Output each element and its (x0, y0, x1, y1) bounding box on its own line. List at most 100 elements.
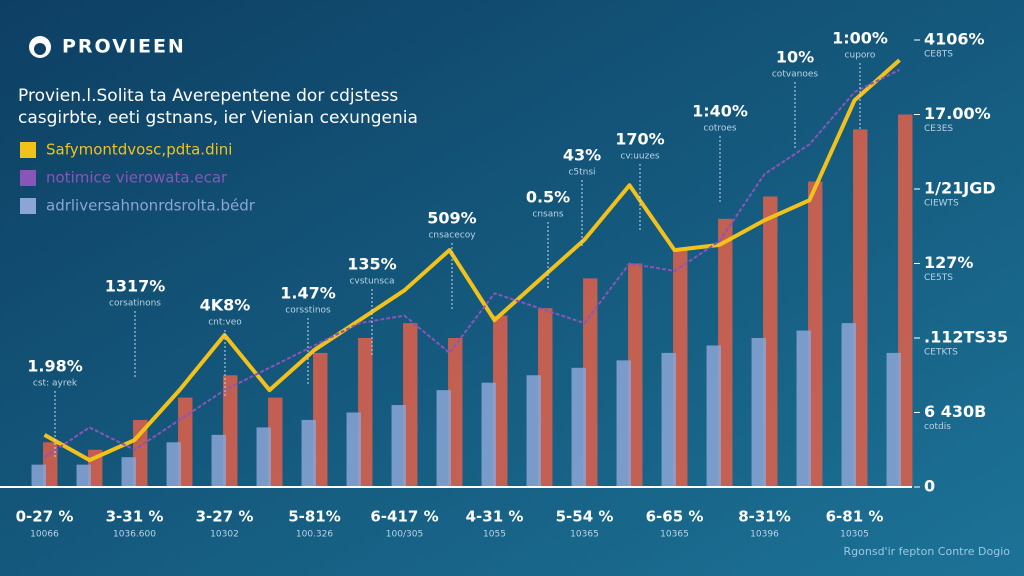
bar (403, 323, 418, 487)
x-tick-label: 3-27 % (196, 508, 254, 526)
x-tick-sublabel: 1036.600 (113, 530, 156, 540)
legend-swatch (20, 170, 36, 186)
annotation-note: c5tnsi (568, 168, 595, 178)
bar (391, 405, 406, 487)
bar (718, 218, 733, 488)
legend-swatch (20, 198, 36, 214)
bar (706, 345, 721, 487)
y-tick-label: .112TS35 (924, 328, 1008, 347)
bar (571, 367, 586, 487)
x-tick-label: 8-31% (738, 508, 791, 526)
bar (178, 397, 193, 487)
bar (751, 338, 766, 487)
x-tick-label: 0-27 % (16, 508, 74, 526)
footer: Rgonsd'ir fepton Contre Dogio (844, 545, 1011, 558)
x-tick-label: 3-31 % (106, 508, 164, 526)
annotation-note: cotroes (703, 124, 737, 134)
bar (616, 360, 631, 487)
bar (256, 427, 271, 487)
annotation: 10% (776, 48, 814, 67)
bar (886, 352, 901, 487)
annotation: 4K8% (200, 296, 251, 315)
y-tick-sublabel: CE3ES (924, 124, 953, 134)
x-tick-sublabel: 10066 (30, 530, 59, 540)
logo-face (34, 43, 46, 55)
annotation: 43% (563, 146, 601, 165)
y-tick-sublabel: cotdis (924, 422, 951, 432)
bar (121, 457, 136, 487)
line (43, 68, 900, 459)
annotation-note: cv:uuzes (620, 152, 659, 162)
annotation-note: cst: ayrek (33, 379, 78, 389)
annotation-note: corsstinos (285, 306, 331, 316)
legend-label: notimice vierowata.ecar (46, 169, 228, 187)
legend-label: adrliversahnonrdsrolta.bédr (46, 197, 256, 215)
bar (166, 442, 181, 487)
annotation: 1:40% (692, 102, 748, 121)
y-tick-label: 4106% (924, 30, 985, 49)
bar (808, 181, 823, 488)
subtitle: Provien.l.Solita ta Averepentene dor cdj… (18, 86, 398, 106)
bar (673, 248, 688, 487)
y-tick-sublabel: CE5TS (924, 273, 953, 283)
bar (313, 352, 328, 487)
x-tick-label: 5-81% (288, 508, 341, 526)
bar (628, 263, 643, 487)
x-tick-sublabel: 10365 (570, 530, 599, 540)
y-tick-sublabel: CETKTS (924, 348, 958, 358)
y-tick-label: 0 (924, 477, 935, 496)
bar (76, 464, 91, 487)
annotation-note: cnsans (532, 210, 564, 220)
bar (796, 330, 811, 487)
y-tick-label: 127% (924, 253, 973, 272)
legend-swatch (20, 142, 36, 158)
bar (31, 464, 46, 487)
line (43, 58, 901, 463)
bar (538, 308, 553, 487)
bar (43, 442, 58, 487)
bar (526, 375, 541, 487)
bar (661, 352, 676, 487)
annotation-note: corsatinons (109, 299, 161, 309)
bar (898, 114, 913, 487)
annotation: 1.98% (27, 357, 83, 376)
bar (358, 338, 373, 487)
annotation: 170% (615, 130, 664, 149)
bar (493, 315, 508, 487)
bar (301, 419, 316, 487)
x-tick-sublabel: 10365 (660, 530, 689, 540)
x-tick-label: 5-54 % (556, 508, 614, 526)
x-tick-sublabel: 100/305 (386, 530, 423, 540)
annotation-note: cotvanoes (772, 70, 819, 80)
subtitle: casgirbte, eeti gstnans, ier Vienian cex… (18, 108, 418, 128)
chart-title: PROVIEEN (62, 36, 186, 58)
x-tick-label: 6-65 % (646, 508, 704, 526)
bar (448, 338, 463, 487)
x-tick-sublabel: 10396 (750, 530, 779, 540)
bar (853, 129, 868, 487)
annotation-note: cuporo (845, 51, 876, 61)
annotation: 0.5% (526, 188, 570, 207)
bar (436, 390, 451, 487)
x-tick-sublabel: 1055 (483, 530, 506, 540)
annotation: 135% (347, 255, 396, 274)
annotation-note: cnsacecoy (428, 231, 476, 241)
bar (346, 412, 361, 487)
annotation: 1:00% (832, 29, 888, 48)
bar (841, 323, 856, 487)
x-tick-label: 6-81 % (826, 508, 884, 526)
bar (481, 382, 496, 487)
annotation-note: cvstunsca (349, 277, 394, 287)
bar (211, 434, 226, 487)
y-tick-label: 6 430B (924, 402, 986, 421)
y-tick-label: 17.00% (924, 104, 991, 123)
annotation: 1.47% (280, 284, 336, 303)
y-tick-label: 1/21JGD (924, 179, 996, 198)
bar (583, 278, 598, 487)
x-tick-sublabel: 10302 (210, 530, 239, 540)
legend-label: Safymontdvosc,pdta.dini (46, 141, 232, 159)
annotation: 509% (427, 209, 476, 228)
annotation: 1317% (105, 277, 166, 296)
